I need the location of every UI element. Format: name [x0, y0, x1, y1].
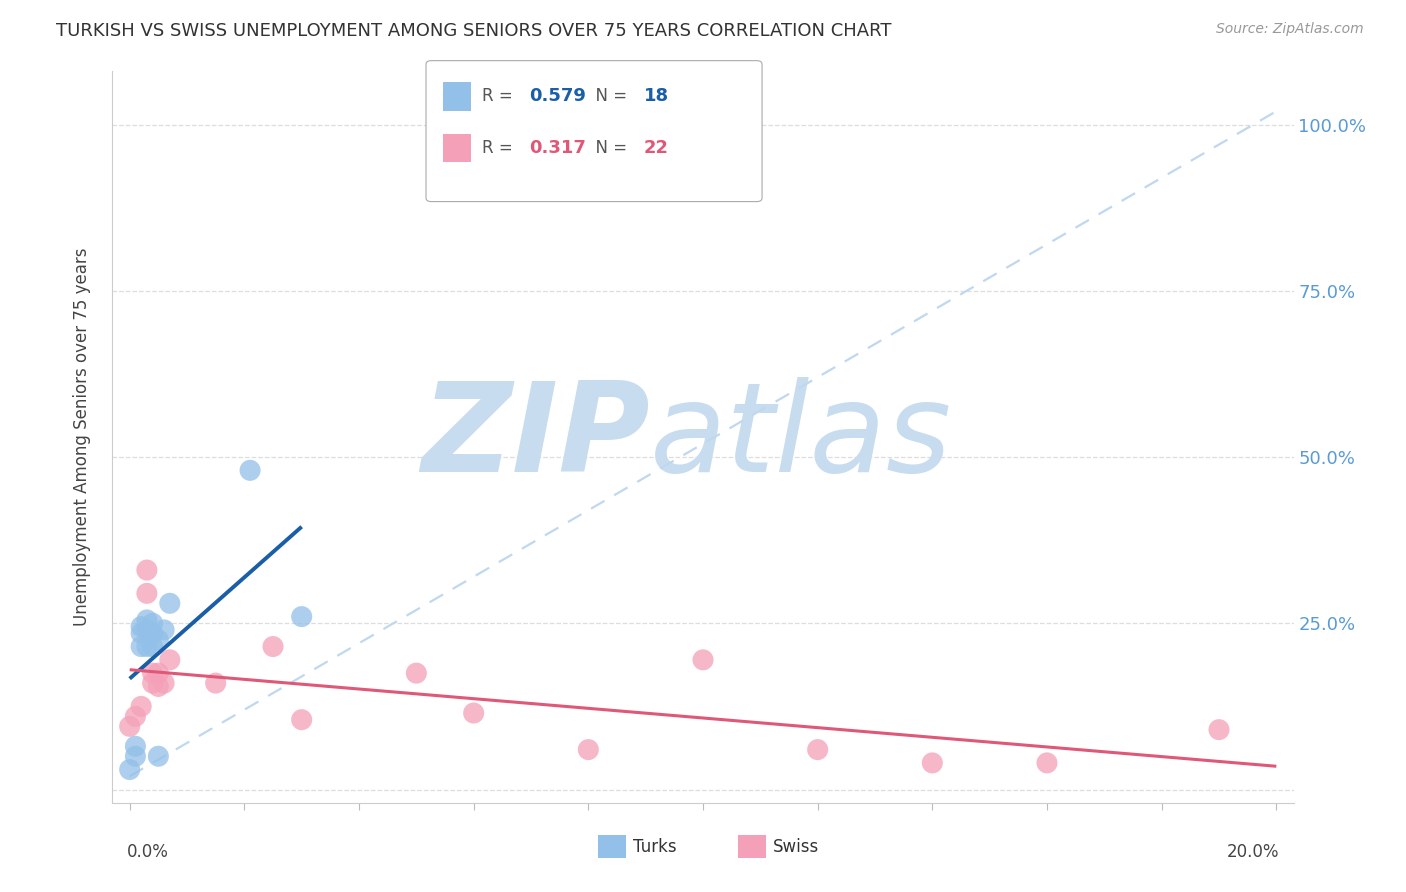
Point: [135, 623, 157, 637]
Point: [692, 653, 714, 667]
Point: [159, 653, 181, 667]
Point: [124, 709, 146, 723]
Point: [135, 640, 157, 654]
Text: N =: N =: [585, 139, 633, 157]
Text: ZIP: ZIP: [422, 376, 650, 498]
Point: [291, 609, 314, 624]
Point: [135, 613, 157, 627]
Point: [405, 666, 427, 681]
Point: [148, 632, 170, 647]
Point: [291, 713, 314, 727]
Point: [142, 666, 165, 681]
Point: [463, 706, 485, 720]
Point: [129, 626, 152, 640]
Text: R =: R =: [482, 139, 519, 157]
Point: [204, 676, 226, 690]
Text: 18: 18: [644, 87, 669, 105]
Text: Source: ZipAtlas.com: Source: ZipAtlas.com: [1216, 22, 1364, 37]
Text: atlas: atlas: [650, 376, 952, 498]
Text: 22: 22: [644, 139, 669, 157]
Point: [148, 749, 170, 764]
Point: [142, 676, 165, 690]
Text: Turks: Turks: [633, 838, 676, 855]
Point: [142, 626, 165, 640]
Text: Swiss: Swiss: [773, 838, 820, 855]
Point: [135, 586, 157, 600]
Text: 20.0%: 20.0%: [1227, 843, 1279, 861]
Point: [129, 699, 152, 714]
Point: [576, 742, 599, 756]
Point: [153, 676, 176, 690]
Point: [153, 623, 176, 637]
Point: [142, 640, 165, 654]
Text: R =: R =: [482, 87, 519, 105]
Point: [921, 756, 943, 770]
Point: [148, 680, 170, 694]
Text: TURKISH VS SWISS UNEMPLOYMENT AMONG SENIORS OVER 75 YEARS CORRELATION CHART: TURKISH VS SWISS UNEMPLOYMENT AMONG SENI…: [56, 22, 891, 40]
Point: [159, 596, 181, 610]
Point: [262, 640, 284, 654]
Text: 0.0%: 0.0%: [127, 843, 169, 861]
Point: [124, 739, 146, 754]
Point: [124, 749, 146, 764]
Point: [129, 640, 152, 654]
Point: [135, 563, 157, 577]
Y-axis label: Unemployment Among Seniors over 75 years: Unemployment Among Seniors over 75 years: [73, 248, 91, 626]
Text: 0.579: 0.579: [529, 87, 585, 105]
Point: [129, 619, 152, 633]
Point: [239, 463, 262, 477]
Point: [1208, 723, 1230, 737]
Point: [142, 616, 165, 631]
Point: [807, 742, 830, 756]
Point: [148, 666, 170, 681]
Point: [1036, 756, 1059, 770]
Text: N =: N =: [585, 87, 633, 105]
Text: 0.317: 0.317: [529, 139, 585, 157]
Point: [118, 763, 141, 777]
Point: [118, 719, 141, 733]
